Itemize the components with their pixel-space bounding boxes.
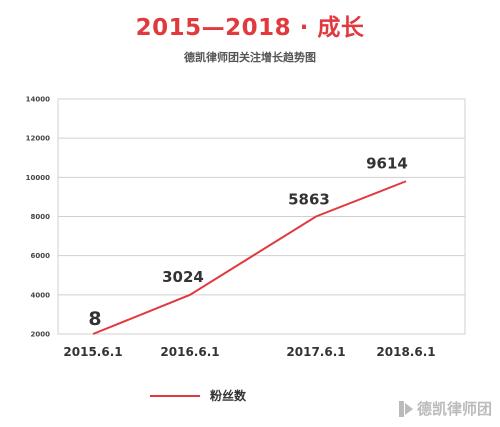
watermark: 德凯律师团 [398, 398, 492, 419]
watermark-text: 德凯律师团 [416, 400, 492, 418]
y-tick-label: 4000 [31, 291, 51, 299]
data-label: 5863 [288, 191, 330, 209]
y-tick-label: 6000 [31, 252, 51, 260]
series-line [92, 180, 407, 335]
legend-label: 粉丝数 [210, 389, 247, 403]
y-tick-label: 14000 [26, 96, 50, 104]
x-tick-label: 2016.6.1 [160, 345, 219, 359]
y-tick-label: 2000 [31, 331, 51, 339]
x-tick-label: 2017.6.1 [286, 345, 345, 359]
dk-logo-icon [398, 400, 413, 417]
data-label: 9614 [366, 154, 408, 172]
x-tick-label: 2015.6.1 [63, 345, 122, 359]
data-label: 3024 [162, 268, 204, 286]
chart-subtitle: 德凯律师团关注增长趋势图 [184, 51, 316, 64]
y-tick-label: 12000 [26, 135, 50, 143]
legend-swatch [150, 394, 200, 397]
chart-title: 2015—2018 · 成长 [135, 15, 365, 41]
y-tick-label: 10000 [26, 174, 50, 182]
y-tick-label: 8000 [31, 213, 51, 221]
legend: 粉丝数 [150, 387, 246, 404]
x-tick-label: 2018.6.1 [376, 345, 435, 359]
data-label: 8 [88, 308, 101, 330]
